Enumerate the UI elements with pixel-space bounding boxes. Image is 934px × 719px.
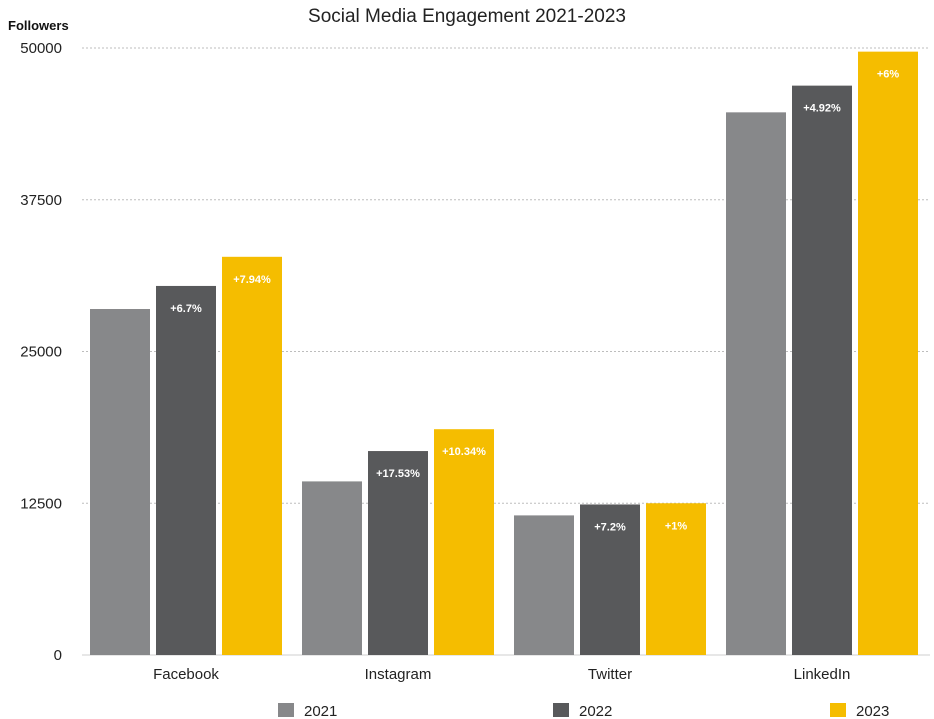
- data-label: +6.7%: [170, 303, 202, 315]
- legend-swatch-2022: [553, 703, 569, 717]
- legend: 2021 2022 2023: [278, 703, 889, 719]
- x-category-label: Twitter: [588, 666, 632, 683]
- legend-swatch-2021: [278, 703, 294, 717]
- bar-twitter-2023: [646, 503, 706, 655]
- bar-twitter-2022: [580, 504, 640, 655]
- bar-facebook-2021: [90, 309, 150, 655]
- data-label: +4.92%: [803, 103, 841, 115]
- data-label: +7.94%: [233, 274, 271, 286]
- y-axis-ticks: 0 12500 25000 37500 50000: [20, 40, 62, 664]
- bars: [90, 51, 918, 656]
- data-label: +1%: [665, 520, 688, 532]
- x-category-label: Instagram: [365, 666, 432, 683]
- y-tick-label: 50000: [20, 40, 62, 57]
- bar-facebook-2023: [222, 256, 282, 655]
- legend-label: 2023: [856, 703, 889, 719]
- bar-instagram-2021: [302, 481, 362, 655]
- legend-label: 2021: [304, 703, 337, 719]
- y-tick-label: 12500: [20, 495, 62, 512]
- legend-swatch-2023: [830, 703, 846, 717]
- y-tick-label: 25000: [20, 344, 62, 361]
- bar-instagram-2022: [368, 451, 428, 655]
- y-tick-label: 0: [54, 647, 62, 664]
- bar-linkedin-2023: [858, 51, 918, 656]
- bar-linkedin-2022: [792, 85, 852, 655]
- data-labels: +6.7% +7.94% +17.53% +10.34% +7.2% +1% +4.92% +…: [170, 69, 899, 534]
- x-axis-categories: Facebook Instagram Twitter LinkedIn: [153, 666, 850, 683]
- x-category-label: Facebook: [153, 666, 219, 683]
- x-category-label: LinkedIn: [794, 666, 851, 683]
- y-tick-label: 37500: [20, 192, 62, 209]
- bar-linkedin-2021: [726, 112, 786, 656]
- data-label: +6%: [877, 69, 900, 81]
- bar-twitter-2021: [514, 515, 574, 655]
- legend-label: 2022: [579, 703, 612, 719]
- y-axis-label: Followers: [8, 18, 69, 33]
- chart-title: Social Media Engagement 2021-2023: [308, 6, 626, 27]
- bar-facebook-2022: [156, 285, 216, 655]
- bar-instagram-2023: [434, 429, 494, 655]
- data-label: +7.2%: [594, 521, 626, 533]
- data-label: +17.53%: [376, 468, 420, 480]
- data-label: +10.34%: [442, 446, 486, 458]
